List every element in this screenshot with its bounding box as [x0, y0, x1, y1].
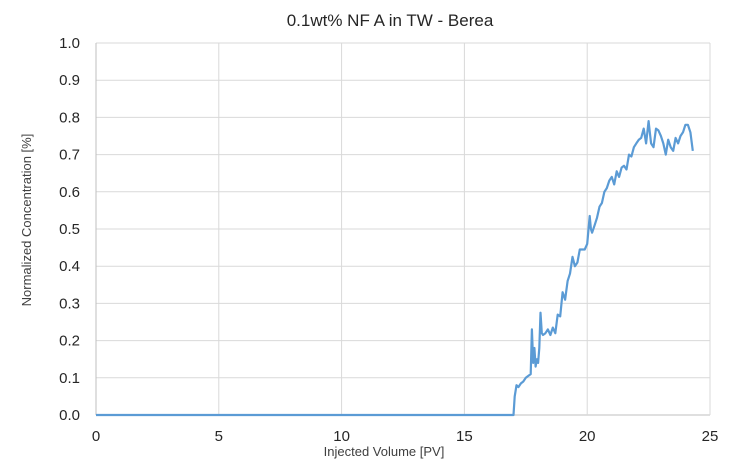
x-tick-label: 20 — [579, 428, 596, 445]
x-axis-label: Injected Volume [PV] — [324, 444, 445, 459]
x-tick-label: 5 — [215, 428, 223, 445]
y-tick-label: 0.4 — [59, 258, 80, 275]
y-tick-label: 0.3 — [59, 295, 80, 312]
series-layer — [96, 119, 694, 417]
gridlines — [95, 42, 711, 416]
y-tick-label: 0.1 — [59, 370, 80, 387]
series-line — [96, 119, 694, 417]
tick-labels: 0.0 0.1 0.2 0.3 0.4 0.5 0.6 0.7 0.8 0.9 1.0 0 5 10 15 2… — [59, 35, 718, 445]
chart-title: 0.1wt% NF A in TW - Berea — [287, 11, 494, 30]
y-tick-label: 0.6 — [59, 184, 80, 201]
x-tick-label: 0 — [92, 428, 100, 445]
y-tick-label: 0.0 — [59, 407, 80, 424]
y-tick-label: 0.9 — [59, 72, 80, 89]
x-tick-label: 15 — [456, 428, 473, 445]
y-tick-label: 1.0 — [59, 35, 80, 52]
y-tick-label: 0.5 — [59, 221, 80, 238]
x-tick-label: 25 — [702, 428, 719, 445]
y-tick-label: 0.8 — [59, 109, 80, 126]
y-tick-label: 0.2 — [59, 333, 80, 350]
x-tick-label: 10 — [333, 428, 350, 445]
y-axis-label: Normalized Concentration [%] — [19, 134, 34, 307]
y-tick-label: 0.7 — [59, 147, 80, 164]
